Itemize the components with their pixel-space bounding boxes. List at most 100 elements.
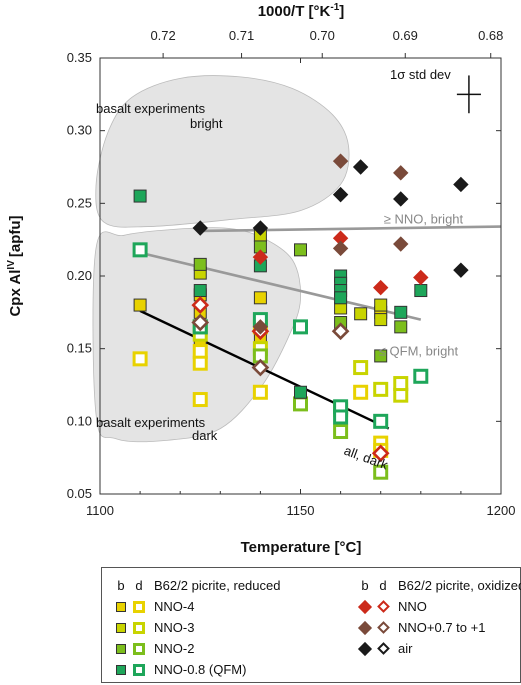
point-nno-0-8-qfm-dark (132, 242, 148, 258)
point-nno-dark (371, 444, 390, 463)
top-tick-label: 0.71 (229, 28, 254, 43)
point-air-bright (453, 176, 469, 193)
legend-dark-header: d (135, 577, 143, 593)
point-nno-0-8-qfm-bright (133, 189, 147, 203)
point-nno-4-bright (253, 291, 267, 305)
legend-bright-marker (112, 600, 130, 614)
legend-bright-marker-shape (116, 643, 126, 654)
legend-dark-marker (374, 642, 392, 656)
legend-reduced-item-label: NNO-3 (154, 620, 195, 635)
point-nno-0-7-to-1-bright (393, 165, 409, 181)
point-nno-3-bright (374, 298, 388, 312)
point-nno-2-dark (373, 464, 389, 480)
legend-oxidized: b d B62/2 picrite, oxidized NNO NNO+0.7 t… (356, 574, 521, 659)
point-nno-0-7-to-1-dark (191, 313, 210, 332)
points-layer (132, 153, 469, 480)
legend-dark-marker-shape (133, 663, 145, 676)
point-air-bright (332, 186, 349, 203)
legend-dark-marker (374, 621, 392, 635)
fit-line-1 (200, 225, 502, 233)
field-bright-label-2: bright (190, 116, 223, 131)
point-nno-4-dark (353, 384, 369, 400)
fields-layer (92, 75, 350, 443)
legend-oxidized-header: b d B62/2 picrite, oxidized (356, 574, 521, 596)
point-nno-0-8-qfm-bright (414, 284, 428, 298)
x-tick-label: 1100 (86, 503, 114, 518)
legend-bright-marker-shape (357, 620, 373, 635)
legend-oxidized-item-label: air (398, 641, 413, 656)
legend-dark-marker-shape (133, 621, 145, 634)
field-dark-label: basalt experiments (96, 415, 206, 430)
legend-reduced-item-row: NNO-2 (112, 638, 280, 659)
legend-reduced-item-row: NNO-3 (112, 617, 280, 638)
field-bright (95, 75, 350, 228)
legend-bright-marker (112, 642, 130, 656)
point-nno-2-dark (293, 396, 308, 412)
legend-dark-marker (130, 642, 148, 656)
point-nno-0-8-qfm-dark (293, 319, 308, 335)
legend-dark-marker-shape (376, 642, 390, 655)
legend-reduced-header: b d B62/2 picrite, reduced (112, 574, 280, 596)
point-nno-dark (191, 296, 210, 314)
y-tick-label: 0.30 (67, 123, 92, 138)
legend-bright-marker-shape (116, 622, 126, 633)
error-bar (456, 75, 481, 114)
point-nno-2-dark (333, 424, 349, 440)
legend-bright-marker (112, 663, 130, 677)
point-nno-0-8-qfm-bright (334, 291, 348, 305)
top-tick-label: 0.69 (393, 28, 418, 43)
x-tick-label: 1150 (287, 503, 315, 518)
legend-oxidized-item-label: NNO (398, 599, 427, 614)
y-tick-label: 0.15 (67, 341, 92, 356)
point-nno-0-8-qfm-bright (193, 284, 207, 298)
top-tick-label: 0.72 (150, 28, 175, 43)
point-air-bright (192, 220, 208, 236)
field-bright-label: basalt experiments (96, 101, 206, 116)
point-nno-2-bright (394, 320, 408, 334)
fit-line-label-qfm-bright: ≤ QFM, bright (379, 344, 459, 359)
point-nno-4-dark (192, 392, 208, 408)
legend-bright-header-2: b (361, 577, 369, 593)
point-nno-0-8-qfm-bright (394, 305, 408, 319)
legend: b d B62/2 picrite, reduced NNO-4 NNO-3 NNO… (101, 567, 521, 683)
point-nno-0-7-to-1-bright (393, 236, 409, 252)
point-air-bright (252, 220, 269, 236)
legend-dark-header-2: d (379, 577, 387, 593)
legend-dark-marker-shape (133, 600, 145, 613)
point-nno-2-bright (193, 257, 207, 271)
legend-bright-marker (356, 620, 374, 635)
point-nno-bright (372, 279, 389, 296)
point-nno-bright (252, 249, 269, 265)
point-nno-0-7-to-1-bright (332, 153, 349, 169)
point-nno-0-7-to-1-bright (332, 240, 349, 257)
point-nno-4-bright (133, 298, 147, 312)
point-nno-bright (413, 269, 429, 286)
legend-reduced-item-row: NNO-4 (112, 596, 280, 617)
top-tick-label: 0.70 (310, 28, 335, 43)
top-tick-label: 0.68 (478, 28, 503, 43)
legend-dark-marker-shape (376, 621, 390, 634)
y-tick-label: 0.10 (67, 413, 92, 428)
x-tick-label: 1200 (487, 503, 516, 518)
legend-reduced-item-row: NNO-0.8 (QFM) (112, 659, 280, 680)
point-nno-0-8-qfm-dark (413, 368, 429, 384)
top-axis-title: 1000/T [°K-1] (258, 2, 345, 20)
legend-reduced: b d B62/2 picrite, reduced NNO-4 NNO-3 NNO… (112, 574, 280, 680)
legend-dark-marker (130, 621, 148, 635)
point-nno-0-8-qfm-dark (373, 413, 389, 429)
legend-bright-marker-shape (357, 641, 373, 656)
y-tick-label: 0.05 (67, 486, 92, 501)
legend-oxidized-item-row: NNO (356, 596, 521, 617)
legend-dark-marker-shape (376, 600, 390, 613)
legend-bright-marker-shape (357, 599, 373, 614)
point-air-bright (393, 191, 409, 207)
error-bar-label: 1σ std dev (390, 67, 451, 82)
scatter-chart: 1100 1150 1200 0.05 0.10 0.15 0.20 0.25 0.30 0.35… (6, 2, 516, 556)
point-nno-0-7-to-1-dark (331, 322, 350, 341)
point-nno-4-dark (132, 351, 148, 367)
point-nno-3-dark (393, 376, 409, 392)
point-nno-0-8-qfm-dark (333, 409, 349, 425)
legend-oxidized-item-label: NNO+0.7 to +1 (398, 620, 486, 635)
y-tick-label: 0.20 (67, 268, 92, 283)
legend-reduced-item-label: NNO-2 (154, 641, 195, 656)
